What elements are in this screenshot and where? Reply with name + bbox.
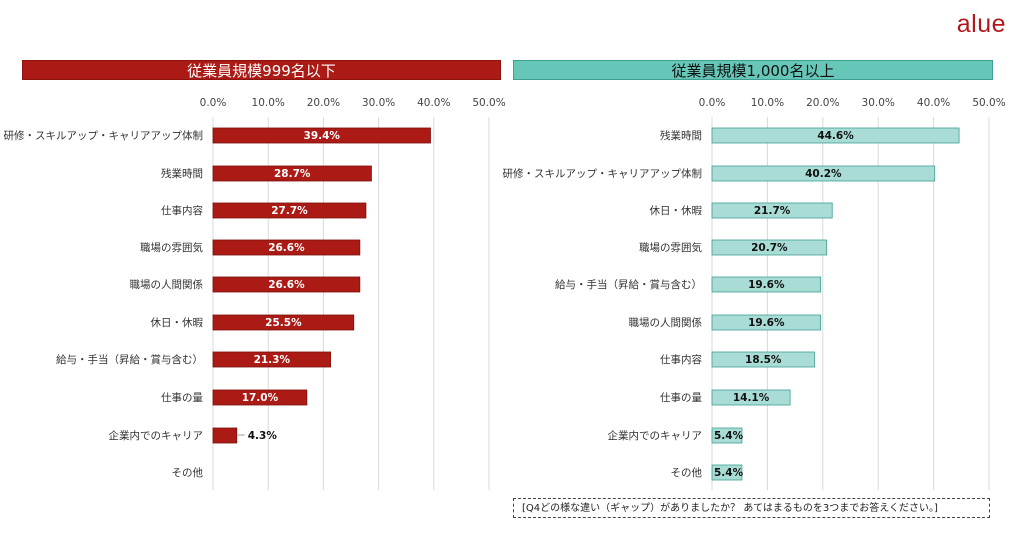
left-category-label: 仕事の量 <box>161 391 203 404</box>
left-data-label: 26.6% <box>268 242 305 254</box>
left-category-label: 給与・手当（昇給・賞与含む） <box>56 353 203 366</box>
right-data-label: 5.4% <box>714 467 744 479</box>
left-category-label: 職場の雰囲気 <box>140 241 203 254</box>
left-tick-label: 20.0% <box>307 97 340 109</box>
right-data-label: 20.7% <box>751 242 788 254</box>
right-bar <box>711 314 821 331</box>
right-category-label: その他 <box>671 466 703 479</box>
left-category-label: その他 <box>172 466 204 479</box>
left-category-label: 残業時間 <box>161 167 203 180</box>
left-bar <box>212 314 355 331</box>
left-tick-label: 0.0% <box>200 97 227 109</box>
left-tick-label: 50.0% <box>472 97 505 109</box>
left-data-label: 4.3% <box>248 430 278 442</box>
right-tick-label: 0.0% <box>699 97 726 109</box>
right-tick-label: 30.0% <box>862 97 895 109</box>
right-bar <box>711 127 960 144</box>
left-bar <box>212 276 361 293</box>
right-data-label: 14.1% <box>733 392 770 404</box>
right-category-label: 企業内でのキャリア <box>608 429 703 442</box>
question-note: [Q4どの様な違い（ギャップ）がありましたか？ あてはまるものを3つまでお答えく… <box>513 498 990 518</box>
left-tick-label: 30.0% <box>362 97 395 109</box>
left-category-label: 休日・休暇 <box>151 317 204 329</box>
left-data-label: 21.3% <box>254 354 291 366</box>
left-bar <box>212 202 367 219</box>
right-tick-label: 20.0% <box>806 97 839 109</box>
right-bar <box>711 464 743 481</box>
right-bar <box>711 351 815 368</box>
left-bar <box>212 427 238 444</box>
right-bar <box>711 165 936 182</box>
right-category-label: 仕事の量 <box>660 391 702 404</box>
right-category-label: 残業時間 <box>660 129 702 142</box>
right-tick-label: 40.0% <box>917 97 950 109</box>
left-data-label: 39.4% <box>304 130 341 142</box>
right-bar <box>711 239 828 256</box>
right-data-label: 21.7% <box>754 205 791 217</box>
right-category-label: 給与・手当（昇給・賞与含む） <box>555 278 702 291</box>
right-bar <box>711 202 833 219</box>
right-bar <box>711 389 791 406</box>
left-category-label: 仕事内容 <box>161 204 203 217</box>
right-category-label: 職場の雰囲気 <box>639 241 702 254</box>
right-data-label: 19.6% <box>748 317 785 329</box>
left-data-label: 25.5% <box>265 317 302 329</box>
right-data-label: 5.4% <box>714 430 744 442</box>
left-data-label: 26.6% <box>268 279 305 291</box>
left-data-label: 27.7% <box>271 205 308 217</box>
right-chart-title: 従業員規模1,000名以上 <box>513 60 993 80</box>
left-tick-label: 40.0% <box>417 97 450 109</box>
right-data-label: 19.6% <box>748 279 785 291</box>
right-category-label: 職場の人間関係 <box>629 316 703 329</box>
right-category-label: 研修・スキルアップ・キャリアアップ体制 <box>503 167 703 180</box>
right-tick-label: 50.0% <box>972 97 1005 109</box>
right-bar <box>711 427 743 444</box>
left-data-label: 28.7% <box>274 168 311 180</box>
left-chart-title: 従業員規模999名以下 <box>22 60 501 80</box>
right-data-label: 44.6% <box>817 130 854 142</box>
right-category-label: 休日・休暇 <box>650 205 703 217</box>
left-bar <box>212 389 308 406</box>
left-category-label: 企業内でのキャリア <box>109 429 204 442</box>
left-category-label: 職場の人間関係 <box>130 278 204 291</box>
left-bar <box>212 165 372 182</box>
left-data-label: 17.0% <box>242 392 279 404</box>
right-bar <box>711 276 821 293</box>
right-data-label: 40.2% <box>805 168 842 180</box>
left-bar <box>212 239 361 256</box>
left-tick-label: 10.0% <box>252 97 285 109</box>
left-bar <box>212 351 331 368</box>
right-data-label: 18.5% <box>745 354 782 366</box>
brand-logo: alue <box>956 10 1006 38</box>
right-category-label: 仕事内容 <box>660 353 702 366</box>
left-category-label: 研修・スキルアップ・キャリアアップ体制 <box>4 129 204 142</box>
left-bar <box>212 127 431 144</box>
right-tick-label: 10.0% <box>751 97 784 109</box>
